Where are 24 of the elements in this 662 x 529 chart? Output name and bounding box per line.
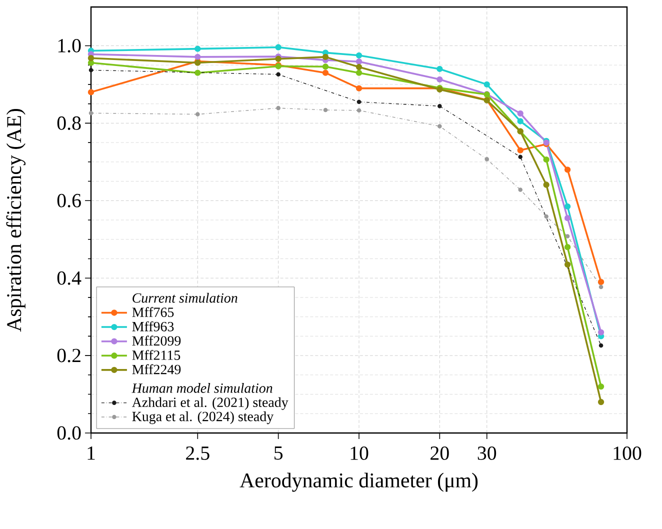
x-tick-label: 10 [350, 446, 368, 460]
legend-title: Current simulation [132, 292, 238, 303]
y-axis-title: Aspiration efficiency (AE) [6, 108, 26, 332]
x-tick-label: 2.5 [186, 446, 210, 460]
x-tick-label: 20 [430, 446, 449, 460]
x-tick-label: 1 [88, 446, 95, 460]
y-tick-label: 0.0 [57, 426, 81, 440]
legend-label: Azhdari et al. (2021) steady [132, 397, 288, 410]
x-tick-label: 5 [274, 446, 283, 460]
legend-label: Mff765 [132, 307, 174, 318]
y-tick-label: 1.0 [58, 38, 81, 52]
legend-label: Kuga et al. (2024) steady [132, 411, 274, 424]
legend-label: Mff2099 [132, 336, 181, 346]
y-tick-label: 0.6 [57, 194, 81, 208]
x-axis-title: Aerodynamic diameter (μm) [240, 472, 478, 492]
legend-label: Mff2249 [132, 364, 181, 374]
x-tick-label: 100 [614, 446, 642, 460]
annotation: Human model simulation [132, 383, 272, 393]
y-tick-label: 0.4 [57, 271, 82, 285]
x-tick-label: 30 [478, 446, 496, 460]
y-tick-label: 0.8 [57, 116, 81, 130]
legend-label: Mff2115 [132, 350, 180, 360]
y-tick-label: 0.2 [57, 348, 80, 362]
legend-label: Mff963 [132, 321, 174, 332]
